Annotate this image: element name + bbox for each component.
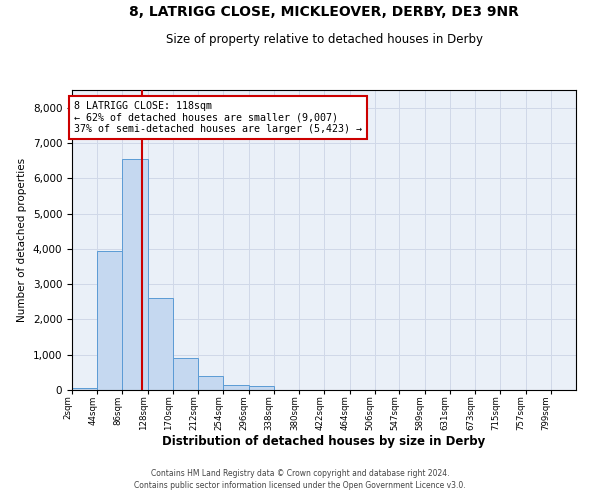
Text: 8 LATRIGG CLOSE: 118sqm
← 62% of detached houses are smaller (9,007)
37% of semi: 8 LATRIGG CLOSE: 118sqm ← 62% of detache… xyxy=(74,100,362,134)
Text: Size of property relative to detached houses in Derby: Size of property relative to detached ho… xyxy=(166,32,482,46)
Text: Contains HM Land Registry data © Crown copyright and database right 2024.
Contai: Contains HM Land Registry data © Crown c… xyxy=(134,468,466,490)
Bar xyxy=(72,388,97,390)
Bar xyxy=(198,376,223,390)
Bar xyxy=(248,386,274,390)
Text: Distribution of detached houses by size in Derby: Distribution of detached houses by size … xyxy=(163,435,485,448)
Y-axis label: Number of detached properties: Number of detached properties xyxy=(17,158,27,322)
Bar xyxy=(223,386,248,390)
Text: 8, LATRIGG CLOSE, MICKLEOVER, DERBY, DE3 9NR: 8, LATRIGG CLOSE, MICKLEOVER, DERBY, DE3… xyxy=(129,5,519,19)
Bar xyxy=(122,159,148,390)
Bar xyxy=(173,358,198,390)
Bar xyxy=(148,298,173,390)
Bar xyxy=(97,250,122,390)
